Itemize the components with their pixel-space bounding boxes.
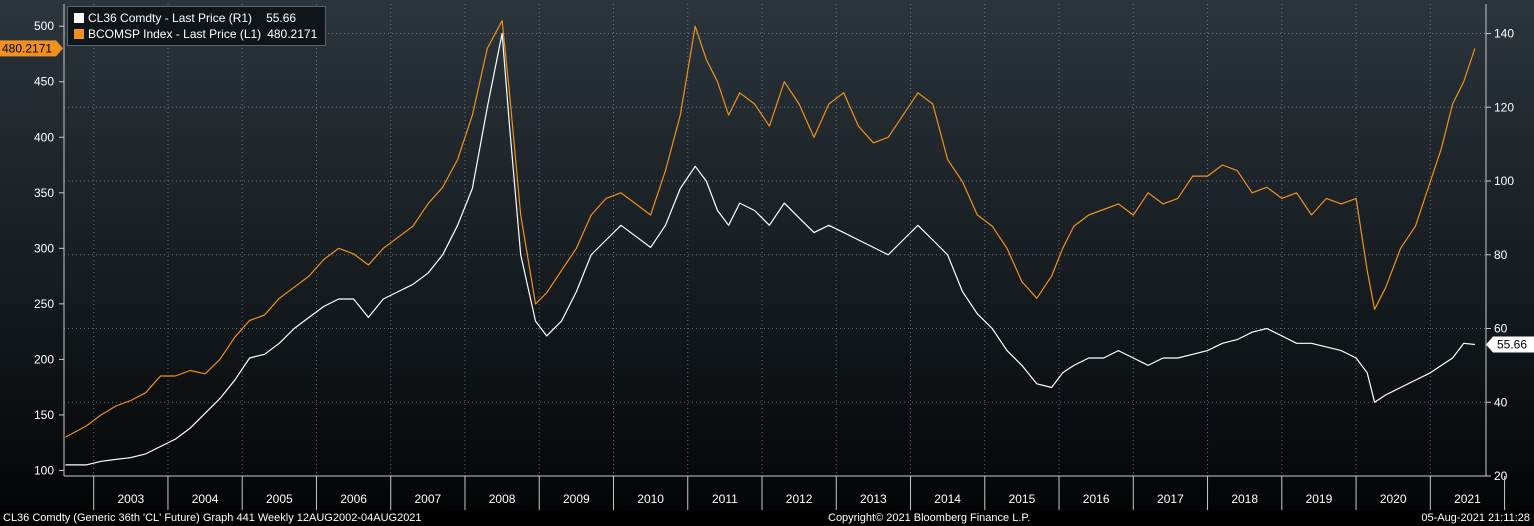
x-tick-label: 2007	[415, 492, 442, 506]
y-left-tick-label: 300	[34, 241, 54, 255]
x-tick-label: 2006	[340, 492, 367, 506]
y-left-tick-label: 250	[34, 297, 54, 311]
y-right-tick-label: 140	[1494, 27, 1514, 41]
footer-description: CL36 Comdty (Generic 36th 'CL' Future) G…	[3, 512, 422, 524]
last-value-label-right: 55.66	[1497, 338, 1527, 352]
y-left-tick-label: 350	[34, 186, 54, 200]
x-tick-label: 2011	[712, 492, 738, 506]
x-tick-label: 2016	[1083, 492, 1110, 506]
legend-label-bcomsp: BCOMSP Index - Last Price (L1)	[88, 27, 262, 41]
y-left-tick-label: 150	[34, 408, 54, 422]
y-right-tick-label: 20	[1494, 469, 1508, 483]
x-tick-label: 2021	[1454, 492, 1481, 506]
x-tick-label: 2009	[563, 492, 590, 506]
axes: 20 40 60 80 100 120 140 100 150 200 250 300 350 400 45…	[34, 4, 1514, 510]
footer-copyright: Copyright© 2021 Bloomberg Finance L.P.	[828, 512, 1031, 524]
legend: CL36 Comdty - Last Price (R1) 55.66 BCOM…	[67, 6, 327, 46]
last-value-marker-left	[0, 40, 63, 57]
x-tick-label: 2015	[1009, 492, 1036, 506]
x-tick-label: 2005	[266, 492, 293, 506]
footer-timestamp: 05-Aug-2021 21:11:28	[1421, 512, 1530, 524]
series-line-cl36	[65, 32, 1475, 466]
last-value-labels: 480.2171 55.66	[0, 40, 1534, 353]
y-right-tick-label: 80	[1494, 248, 1508, 262]
footer-bar: CL36 Comdty (Generic 36th 'CL' Future) G…	[0, 510, 1534, 526]
x-tick-label: 2014	[934, 492, 961, 506]
legend-value-bcomsp: 480.2171	[267, 27, 318, 41]
legend-entry-bcomsp: BCOMSP Index - Last Price (L1) 480.2171	[74, 26, 317, 42]
x-tick-label: 2004	[192, 492, 219, 506]
x-tick-label: 2012	[786, 492, 813, 506]
x-tick-label: 2003	[117, 492, 144, 506]
x-tick-label: 2020	[1380, 492, 1407, 506]
y-left-tick-label: 450	[34, 75, 54, 89]
x-tick-label: 2018	[1231, 492, 1258, 506]
y-right-tick-label: 120	[1494, 100, 1514, 114]
legend-swatch-bcomsp	[74, 29, 84, 39]
y-right-tick-label: 40	[1494, 395, 1508, 409]
series-lines	[65, 20, 1476, 466]
x-tick-label: 2008	[489, 492, 516, 506]
y-right-tick-label: 100	[1494, 174, 1514, 188]
last-value-label-left: 480.2171	[2, 41, 52, 55]
grid-lines	[64, 4, 1486, 477]
legend-value-cl36: 55.66	[266, 11, 297, 25]
legend-label-cl36: CL36 Comdty - Last Price (R1)	[88, 11, 253, 25]
series-line-bcomsp	[65, 20, 1476, 438]
y-right-tick-label: 60	[1494, 322, 1508, 336]
y-left-tick-label: 400	[34, 130, 54, 144]
y-left-tick-label: 500	[34, 19, 54, 33]
legend-swatch-cl36	[74, 13, 84, 23]
x-tick-label: 2010	[637, 492, 664, 506]
chart-background	[0, 0, 1534, 510]
x-tick-label: 2019	[1306, 492, 1333, 506]
y-left-tick-label: 200	[34, 352, 54, 366]
y-left-tick-label: 100	[34, 463, 54, 477]
x-tick-label: 2013	[860, 492, 887, 506]
legend-entry-cl36: CL36 Comdty - Last Price (R1) 55.66	[74, 10, 317, 26]
x-tick-label: 2017	[1157, 492, 1184, 506]
last-value-marker-right	[1486, 336, 1534, 353]
